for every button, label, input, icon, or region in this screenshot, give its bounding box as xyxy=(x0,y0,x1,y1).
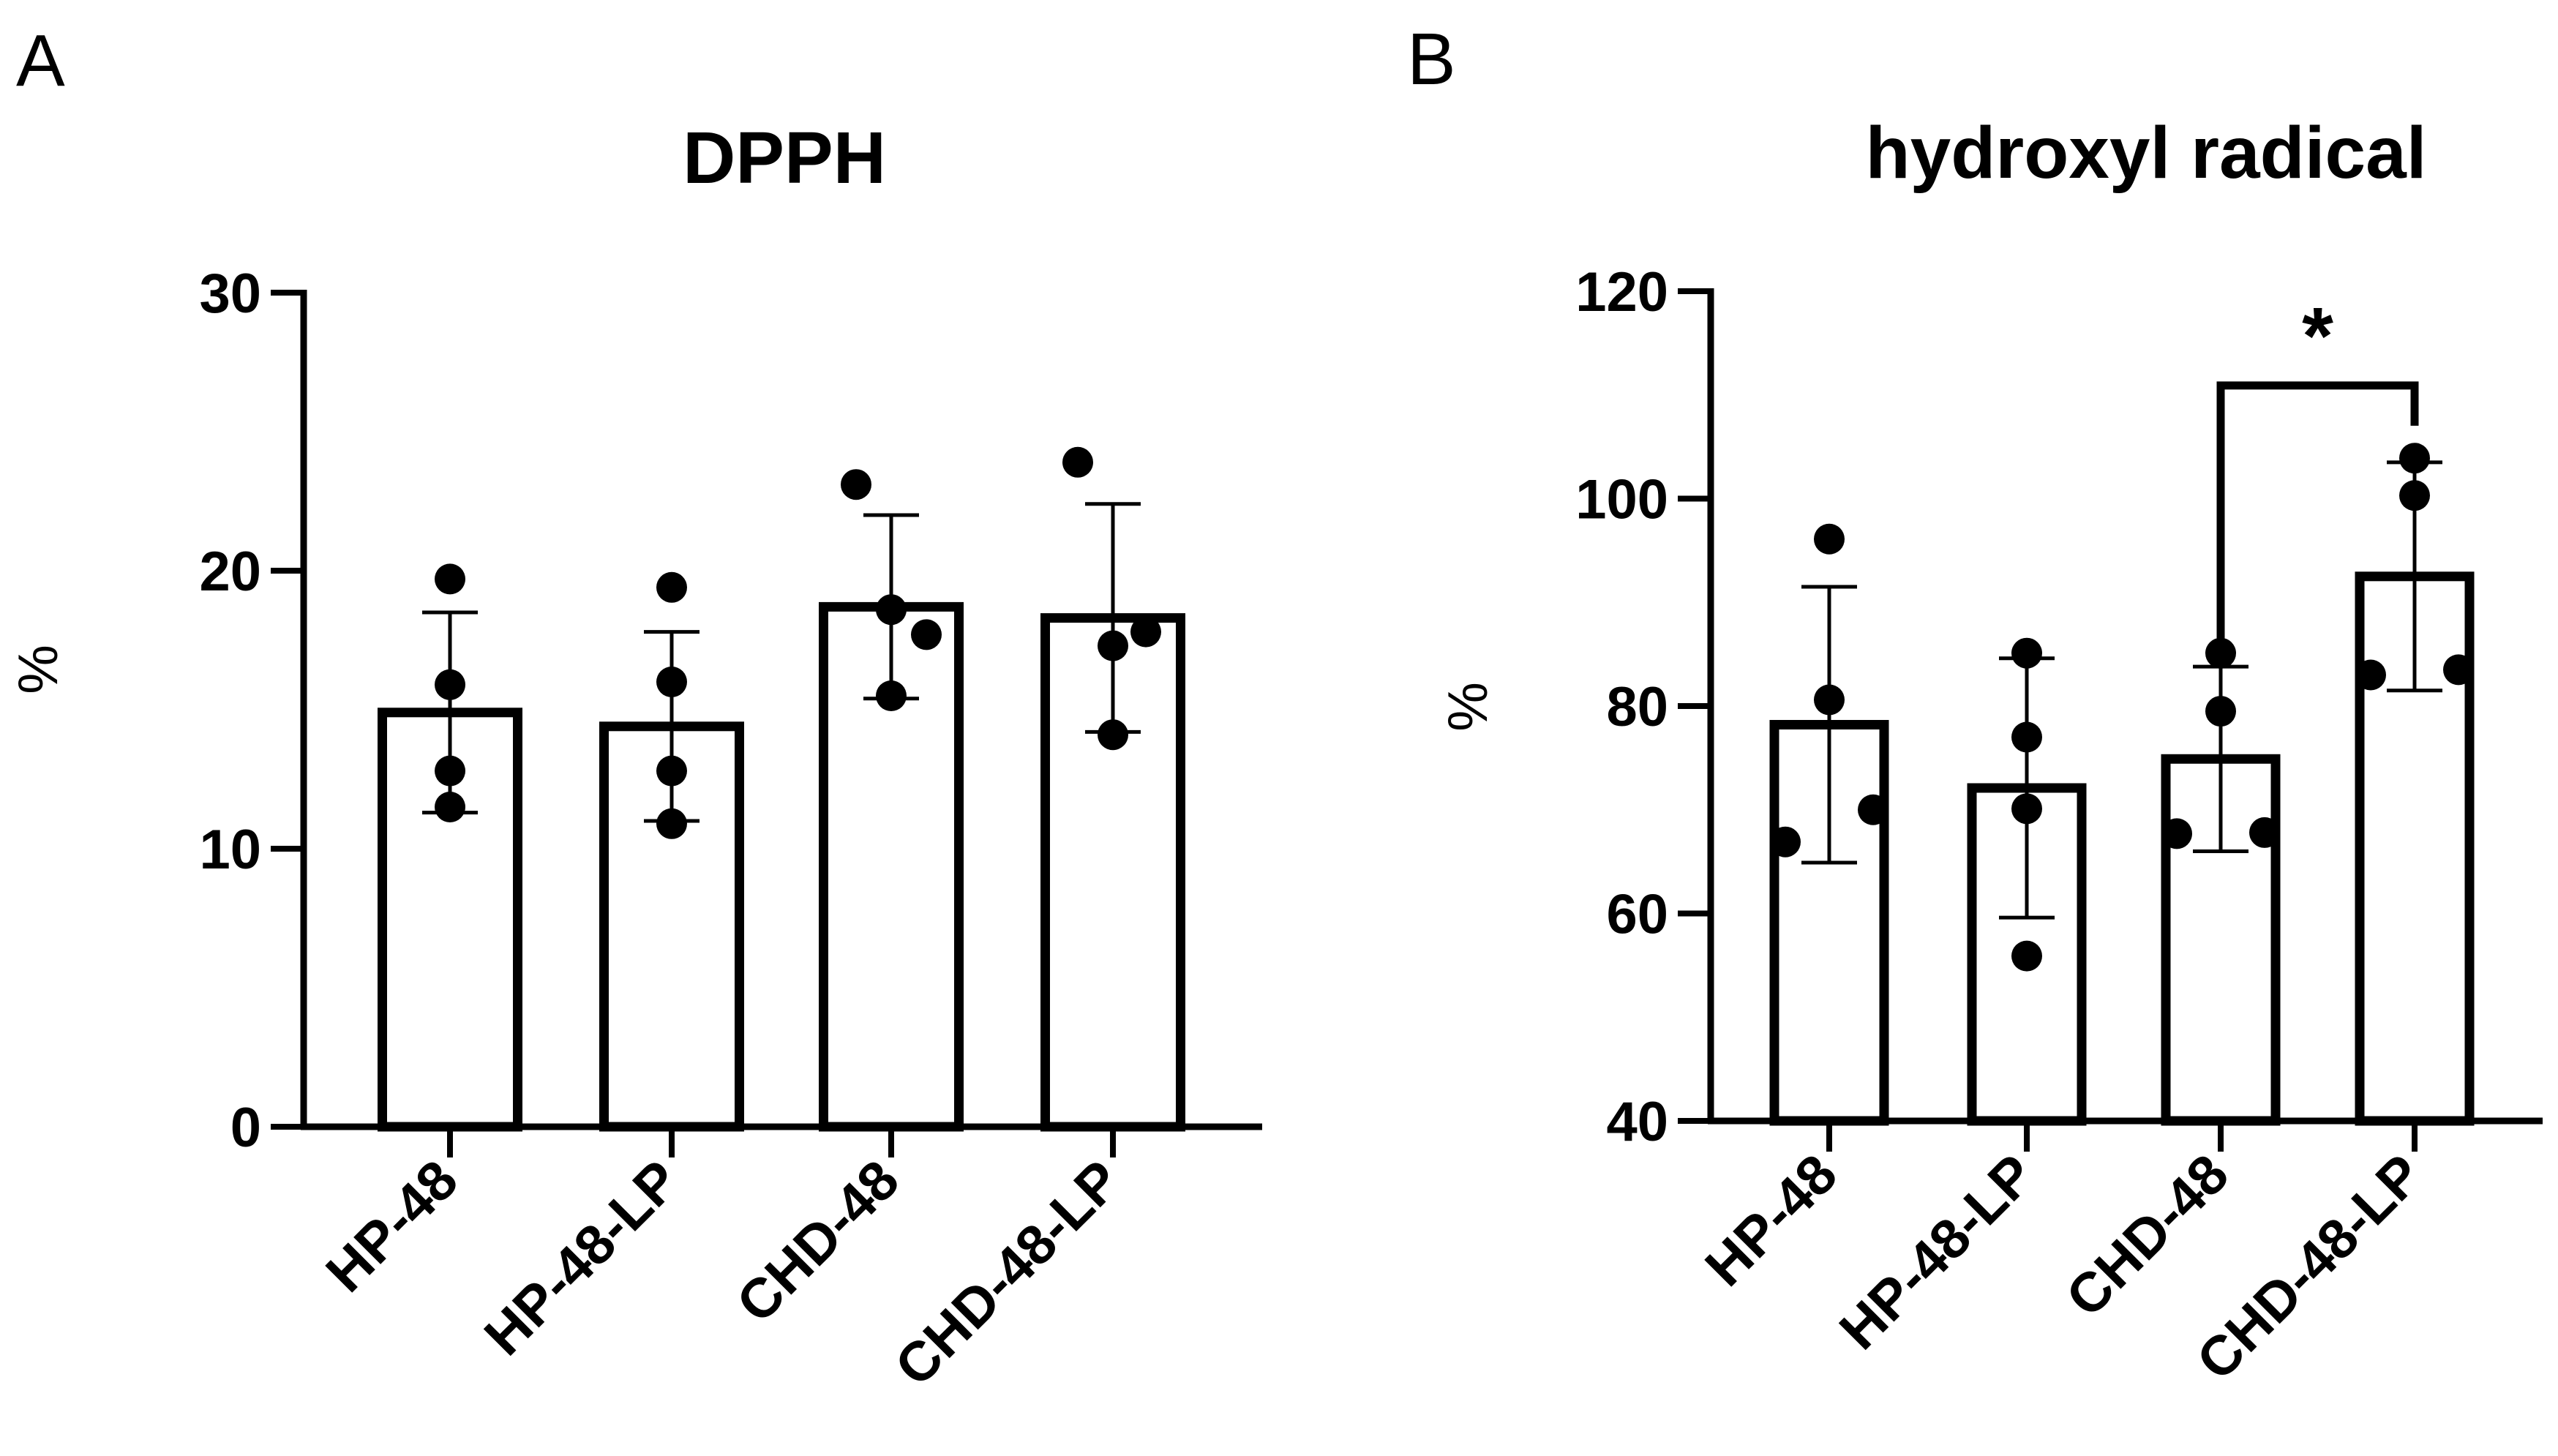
data-point xyxy=(2205,637,2236,669)
y-axis-label: % xyxy=(7,645,70,694)
data-point xyxy=(2011,793,2042,825)
chart-b-hydroxyl-radical: hydroxyl radical% 40 60 80 100 120 HP-48HP-48-… xyxy=(1437,112,2543,1392)
data-point xyxy=(2205,696,2236,727)
data-point xyxy=(876,680,907,711)
data-point xyxy=(911,619,942,650)
x-tick-label: CHD-48-LP xyxy=(883,1149,1133,1398)
data-point xyxy=(2011,721,2042,753)
x-tick-label: CHD-48 xyxy=(2055,1143,2240,1329)
y-tick-label: 40 xyxy=(1606,1091,1668,1153)
data-point xyxy=(435,792,465,822)
data-point xyxy=(435,563,465,595)
data-point xyxy=(1098,630,1128,661)
chart-title: DPPH xyxy=(683,117,886,199)
y-axis-label: % xyxy=(1437,682,1499,732)
data-point xyxy=(435,669,465,700)
data-point xyxy=(1814,523,1845,555)
data-point xyxy=(656,571,687,603)
data-point xyxy=(841,469,871,500)
x-tick-label: HP-48 xyxy=(315,1149,470,1304)
data-point xyxy=(2399,480,2430,511)
x-tick-label: CHD-48 xyxy=(725,1149,911,1335)
data-point xyxy=(656,667,687,697)
data-point xyxy=(1814,684,1845,716)
y-tick-label: 0 xyxy=(230,1097,261,1159)
y-tick-label: 30 xyxy=(199,263,261,325)
data-point xyxy=(1770,826,1801,858)
x-tick-label: HP-48-LP xyxy=(1828,1143,2047,1362)
x-tick-label: HP-48 xyxy=(1694,1143,1849,1298)
data-point xyxy=(2161,818,2192,849)
data-point xyxy=(876,594,907,626)
data-point xyxy=(435,755,465,787)
bar-chd-48 xyxy=(819,601,964,1132)
y-tick-label: 100 xyxy=(1575,469,1668,531)
y-tick-label: 60 xyxy=(1606,884,1668,946)
data-point xyxy=(2355,659,2386,691)
data-point xyxy=(656,808,687,839)
x-tick-label: HP-48-LP xyxy=(473,1149,691,1367)
data-point xyxy=(1130,616,1161,648)
data-point xyxy=(2443,654,2474,686)
y-tick-label: 80 xyxy=(1606,676,1668,738)
y-tick-label: 20 xyxy=(199,541,261,603)
data-point xyxy=(1858,794,1889,825)
data-point xyxy=(2011,940,2042,972)
y-tick-label: 10 xyxy=(199,819,261,881)
data-point xyxy=(2399,443,2430,474)
data-point xyxy=(656,755,687,787)
y-tick-label: 120 xyxy=(1575,261,1668,323)
significance-label: * xyxy=(2302,291,2333,381)
panel-b-letter: B xyxy=(1407,18,1456,100)
data-point xyxy=(1098,719,1128,751)
data-point xyxy=(2249,817,2280,848)
data-point xyxy=(1062,446,1093,478)
data-point xyxy=(2011,637,2042,669)
significance-bracket xyxy=(2216,381,2419,651)
panel-a-letter: A xyxy=(16,20,65,102)
chart-title: hydroxyl radical xyxy=(1866,112,2427,194)
